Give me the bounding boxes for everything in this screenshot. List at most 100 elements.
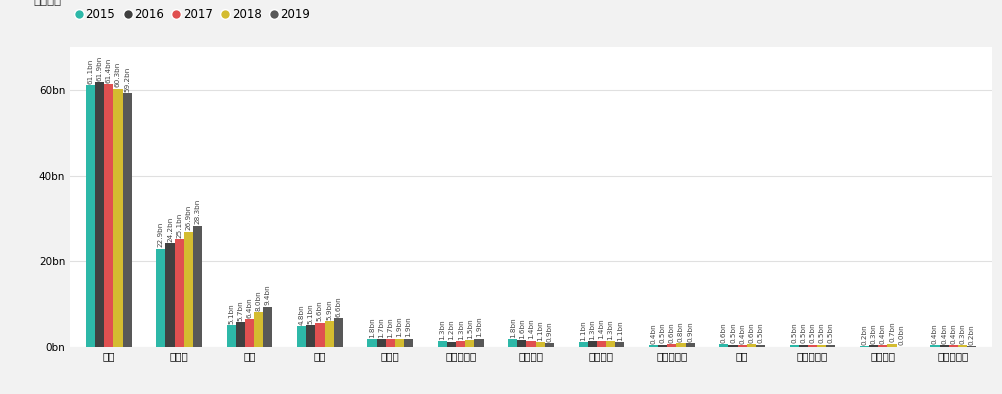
Text: 1.4bn: 1.4bn	[528, 319, 534, 340]
Bar	[104, 84, 113, 347]
Bar	[264, 307, 273, 347]
Text: 1.3bn: 1.3bn	[458, 319, 464, 340]
Text: 0.4bn: 0.4bn	[880, 323, 886, 344]
Text: 5.6bn: 5.6bn	[317, 301, 323, 322]
Bar	[334, 318, 343, 347]
Text: 0.9bn: 0.9bn	[546, 321, 552, 342]
Text: 0.4bn: 0.4bn	[650, 323, 656, 344]
Text: 61.4bn: 61.4bn	[106, 58, 112, 83]
Text: 1.9bn: 1.9bn	[406, 317, 412, 337]
Text: 1.1bn: 1.1bn	[616, 320, 622, 341]
Bar	[597, 341, 606, 347]
Text: 0.5bn: 0.5bn	[801, 323, 807, 343]
Bar	[615, 342, 624, 347]
Bar	[719, 344, 728, 347]
Text: 1.9bn: 1.9bn	[397, 317, 403, 337]
Bar	[588, 341, 597, 347]
Text: 0.5bn: 0.5bn	[819, 323, 825, 343]
Text: 61.1bn: 61.1bn	[87, 59, 93, 84]
Bar	[756, 345, 766, 347]
Text: 0.6bn: 0.6bn	[720, 322, 726, 343]
Bar	[404, 338, 413, 347]
Text: 0.5bn: 0.5bn	[792, 323, 798, 343]
Bar	[536, 342, 545, 347]
Text: 0.0bn: 0.0bn	[898, 325, 904, 346]
Text: 6.6bn: 6.6bn	[336, 297, 342, 317]
Text: 1.2bn: 1.2bn	[449, 320, 455, 340]
Bar	[967, 346, 976, 347]
Bar	[465, 340, 474, 347]
Bar	[86, 85, 95, 347]
Text: 0.4bn: 0.4bn	[739, 323, 745, 344]
Text: 59.2bn: 59.2bn	[124, 67, 130, 92]
Bar	[658, 345, 667, 347]
Bar	[869, 346, 879, 347]
Text: 1.7bn: 1.7bn	[378, 318, 384, 338]
Bar	[526, 341, 536, 347]
Text: 60.3bn: 60.3bn	[115, 62, 121, 87]
Text: 1.5bn: 1.5bn	[467, 318, 473, 339]
Bar	[113, 89, 122, 347]
Text: 1.4bn: 1.4bn	[598, 319, 604, 340]
Bar	[746, 344, 756, 347]
Text: 24.2bn: 24.2bn	[167, 217, 173, 242]
Text: 0.3bn: 0.3bn	[871, 323, 877, 344]
Bar	[817, 345, 827, 347]
Bar	[174, 239, 183, 347]
Text: 1.3bn: 1.3bn	[589, 319, 595, 340]
Bar	[685, 343, 694, 347]
Bar	[940, 345, 949, 347]
Text: 0.2bn: 0.2bn	[969, 324, 975, 345]
Bar	[949, 345, 958, 347]
Bar	[447, 342, 456, 347]
Bar	[297, 326, 307, 347]
Text: 0.4bn: 0.4bn	[941, 323, 947, 344]
Text: 1.3bn: 1.3bn	[440, 319, 446, 340]
Text: 1.8bn: 1.8bn	[369, 317, 375, 338]
Text: 9.4bn: 9.4bn	[265, 284, 271, 305]
Text: 0.7bn: 0.7bn	[889, 322, 895, 342]
Text: 0.5bn: 0.5bn	[659, 323, 665, 343]
Text: 1.3bn: 1.3bn	[607, 319, 613, 340]
Bar	[578, 342, 588, 347]
Bar	[790, 345, 799, 347]
Bar	[474, 338, 484, 347]
Text: 5.9bn: 5.9bn	[326, 299, 332, 320]
Text: 22.9bn: 22.9bn	[158, 222, 164, 247]
Text: 0.2bn: 0.2bn	[862, 324, 868, 345]
Bar	[377, 340, 386, 347]
Text: 0.4bn: 0.4bn	[932, 323, 938, 344]
Bar	[888, 344, 897, 347]
Text: 1.7bn: 1.7bn	[388, 318, 394, 338]
Bar	[728, 345, 737, 347]
Text: 6.4bn: 6.4bn	[246, 297, 253, 318]
Bar	[325, 322, 334, 347]
Text: 25.1bn: 25.1bn	[176, 213, 182, 238]
Text: 0.3bn: 0.3bn	[960, 323, 965, 344]
Bar	[438, 341, 447, 347]
Bar	[316, 323, 325, 347]
Bar	[226, 325, 235, 347]
Text: 1.9bn: 1.9bn	[476, 317, 482, 337]
Bar	[545, 343, 554, 347]
Bar	[183, 232, 193, 347]
Bar	[255, 312, 264, 347]
Bar	[235, 322, 245, 347]
Bar	[667, 344, 676, 347]
Text: 0.6bn: 0.6bn	[668, 322, 674, 343]
Bar	[165, 243, 174, 347]
Text: 1.1bn: 1.1bn	[580, 320, 586, 341]
Bar	[808, 345, 817, 347]
Bar	[958, 346, 967, 347]
Bar	[456, 341, 465, 347]
Bar	[245, 320, 255, 347]
Bar	[307, 325, 316, 347]
Text: 1.8bn: 1.8bn	[510, 317, 516, 338]
Text: 5.1bn: 5.1bn	[228, 303, 234, 323]
Bar	[931, 345, 940, 347]
Text: 26.9bn: 26.9bn	[185, 205, 191, 230]
Text: 28.3bn: 28.3bn	[194, 199, 200, 224]
Bar	[649, 345, 658, 347]
Bar	[606, 341, 615, 347]
Bar	[122, 93, 131, 347]
